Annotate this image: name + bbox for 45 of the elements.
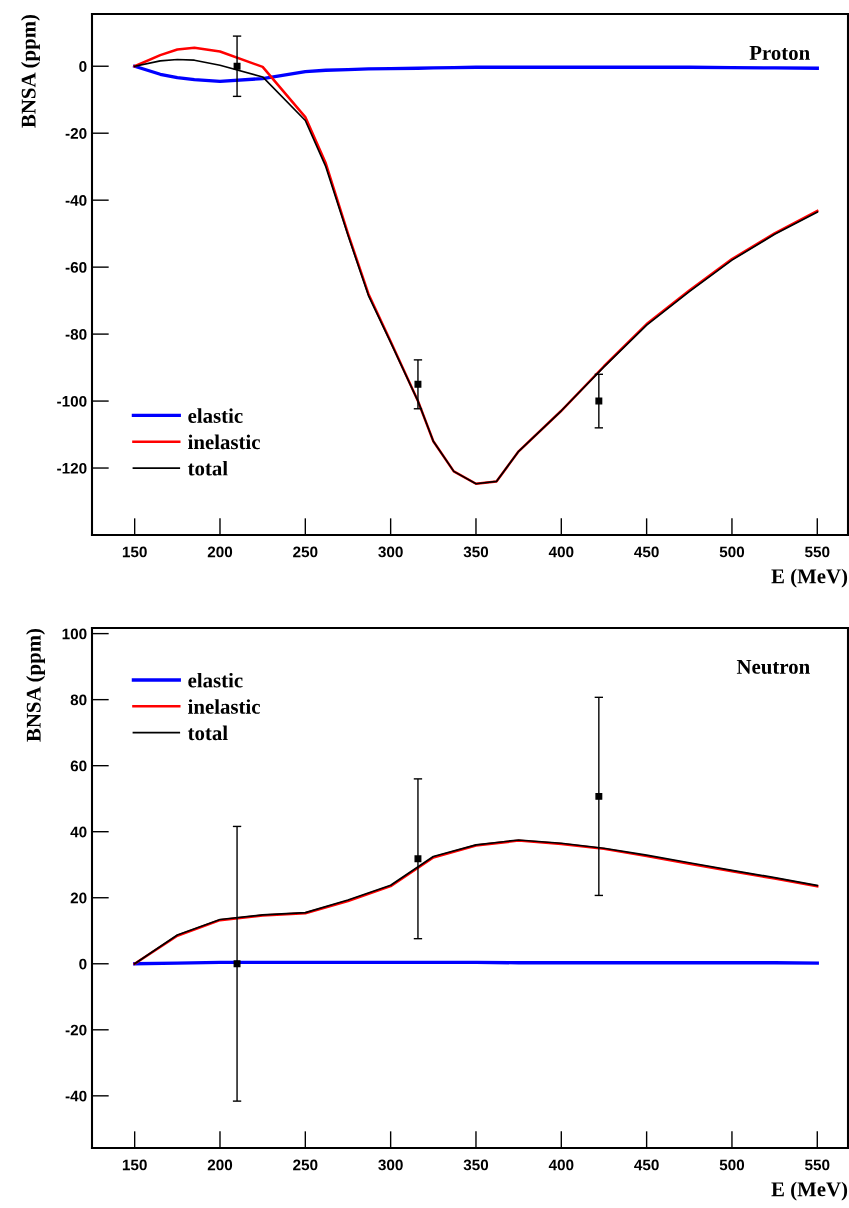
legend-label: total <box>187 460 228 476</box>
legend-label: elastic <box>188 408 243 423</box>
legend-label: elastic <box>188 672 243 688</box>
y-axis-title: BNSA (ppm) <box>21 14 40 128</box>
x-tick-label: 550 <box>805 546 830 558</box>
x-tick-label: 250 <box>293 1159 318 1171</box>
text: Neutron <box>736 660 810 674</box>
legend-label: total <box>187 725 228 741</box>
x-tick-label: 300 <box>378 546 403 558</box>
y-tick-label: -20 <box>65 1024 87 1036</box>
x-tick-label: 250 <box>293 546 318 558</box>
x-tick-label: 200 <box>207 1159 233 1171</box>
legend-label: inelastic <box>188 699 260 714</box>
x-tick-label: 450 <box>634 546 659 558</box>
x-tick-label: 400 <box>548 1159 574 1171</box>
y-tick-label: -60 <box>65 262 87 273</box>
x-tick-label: 350 <box>463 546 489 558</box>
y-tick-label: -120 <box>57 462 87 474</box>
legend-label: inelastic <box>188 434 260 450</box>
y-tick-label: -40 <box>65 1090 87 1102</box>
y-tick-label: -40 <box>65 195 87 206</box>
x-tick-label: 450 <box>634 1159 659 1171</box>
x-tick-label: 300 <box>378 1159 403 1171</box>
y-tick-label: 80 <box>70 694 87 706</box>
y-tick-label: 0 <box>79 61 87 72</box>
y-tick-label: -80 <box>65 328 87 340</box>
x-tick-label: 500 <box>719 546 745 558</box>
y-tick-label: 60 <box>70 760 87 772</box>
x-tick-label: 150 <box>122 1159 147 1171</box>
y-tick-label: 0 <box>79 958 87 970</box>
y-tick-label: 40 <box>70 826 87 838</box>
x-tick-label: 150 <box>122 546 147 558</box>
y-tick-label: 20 <box>70 892 87 904</box>
y-tick-label: 100 <box>62 628 87 640</box>
x-tick-label: 550 <box>805 1159 830 1171</box>
y-tick-label: -20 <box>65 128 87 139</box>
x-axis-title: E (MeV) <box>771 568 848 588</box>
x-tick-label: 200 <box>207 546 233 558</box>
x-tick-label: 400 <box>548 546 574 558</box>
x-tick-label: 350 <box>463 1159 489 1171</box>
x-tick-label: 500 <box>719 1159 745 1171</box>
y-tick-label: -100 <box>57 395 87 407</box>
y-axis-title: BNSA (ppm) <box>26 628 45 742</box>
x-axis-title: E (MeV) <box>771 1181 848 1201</box>
text: Proton <box>749 46 810 60</box>
